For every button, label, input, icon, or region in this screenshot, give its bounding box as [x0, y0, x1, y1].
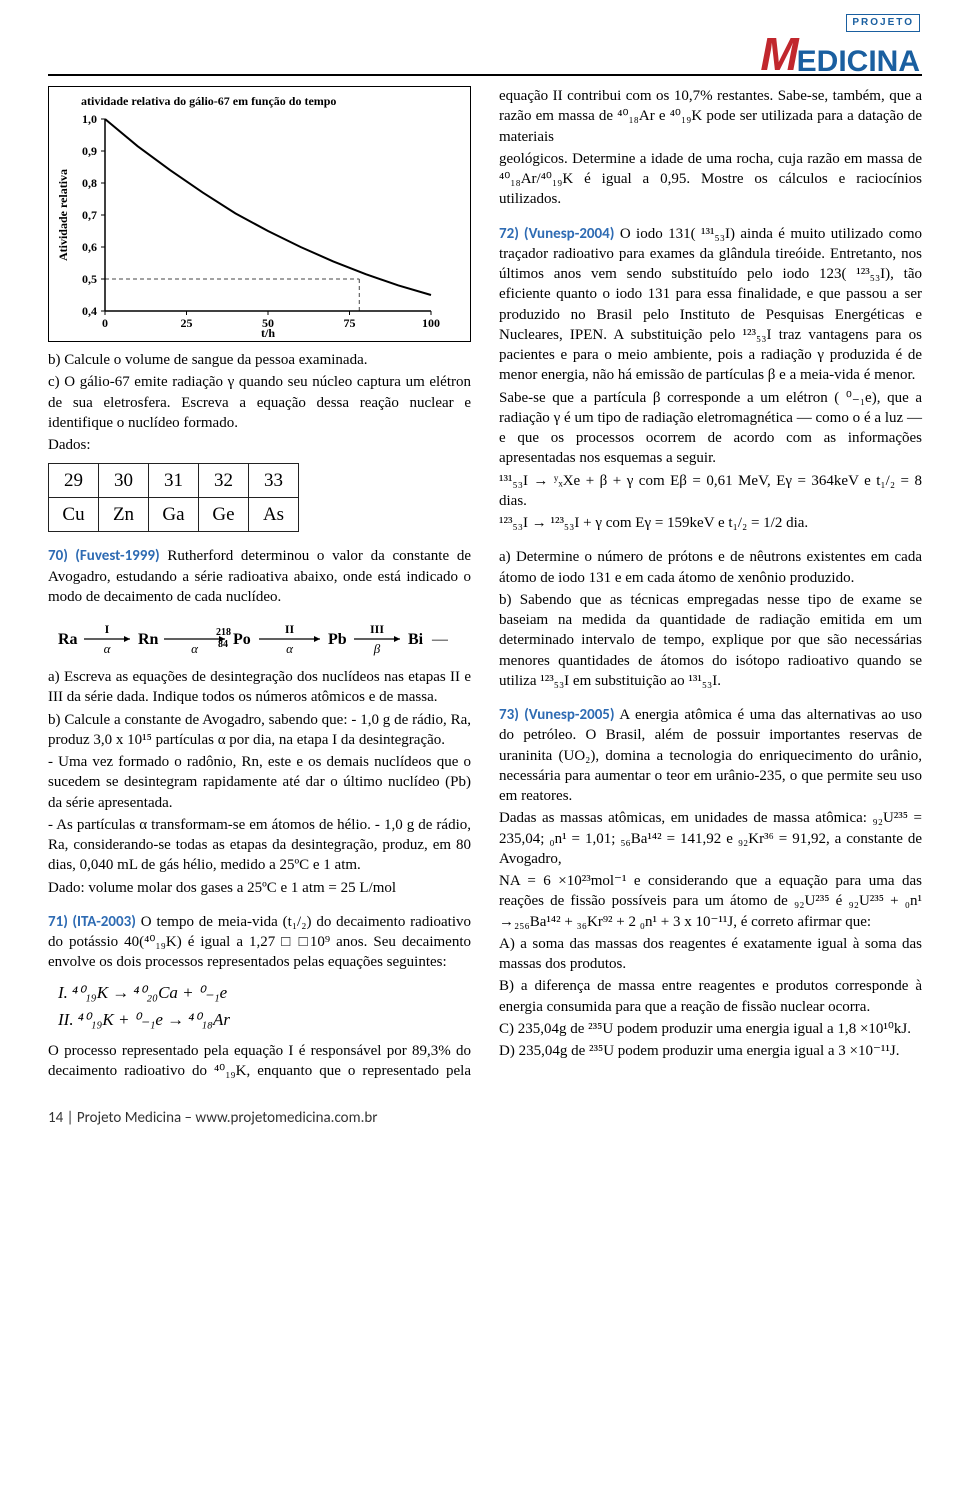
q70-tag: 70) (Fuvest-1999) — [48, 547, 160, 565]
svg-text:218: 218 — [216, 627, 231, 638]
q70-b2: - Uma vez formado o radônio, Rn, este e … — [48, 752, 471, 813]
sym-cell: As — [249, 498, 299, 532]
svg-text:25: 25 — [181, 316, 193, 330]
chart-svg: 0,40,50,60,70,80,91,00255075100t/hAtivid… — [53, 109, 443, 339]
q73: 73) (Vunesp-2005) A energia atômica é um… — [499, 705, 922, 806]
svg-text:Pb: Pb — [328, 631, 347, 648]
svg-text:I: I — [105, 622, 110, 636]
svg-text:0,4: 0,4 — [82, 304, 97, 318]
q72: 72) (Vunesp-2004) O iodo 131( ¹³¹₅₃I) ai… — [499, 224, 922, 386]
q71-cont: geológicos. Determine a idade de uma roc… — [499, 149, 922, 210]
svg-text:1,0: 1,0 — [82, 112, 97, 126]
chart-title: atividade relativa do gálio-67 em função… — [81, 93, 466, 109]
svg-text:Po: Po — [233, 631, 251, 648]
q70: 70) (Fuvest-1999) Rutherford determinou … — [48, 546, 471, 607]
q70-b3: - As partículas α transformam-se em átom… — [48, 815, 471, 876]
svg-text:α: α — [286, 641, 294, 656]
q71: 71) (ITA-2003) O tempo de meia-vida (t₁/… — [48, 912, 471, 973]
equation-block: I. ⁴⁰₁₉K → ⁴⁰₂₀Ca + ⁰₋₁e II. ⁴⁰₁₉K + ⁰₋₁… — [58, 979, 471, 1033]
svg-text:Ra: Ra — [58, 631, 78, 648]
q72-rx2: ¹²³₅₃I → ¹²³₅₃I + γ com Eγ = 159keV e t₁… — [499, 513, 922, 533]
q73-tag: 73) (Vunesp-2005) — [499, 706, 615, 724]
sym-cell: Cu — [49, 498, 99, 532]
q70-a: a) Escreva as equações de desintegração … — [48, 667, 471, 708]
decay-series-figure: RaRnPoPbBi21884IααIIαIIIβ— — [48, 613, 471, 657]
svg-text:Rn: Rn — [138, 631, 159, 648]
q73-B: B) a diferença de massa entre reagentes … — [499, 976, 922, 1017]
logo-rest: EDICINA — [797, 48, 920, 75]
equation-II: II. ⁴⁰₁₉K + ⁰₋₁e → ⁴⁰₁₈Ar — [58, 1006, 471, 1033]
svg-text:—: — — [431, 631, 448, 648]
q72-1: O iodo 131( ¹³¹₅₃I) ainda é muito utiliz… — [499, 226, 922, 384]
z-cell: 31 — [149, 464, 199, 498]
svg-text:0: 0 — [102, 316, 108, 330]
z-cell: 33 — [249, 464, 299, 498]
q73-D: D) 235,04g de ²³⁵U podem produzir uma en… — [499, 1041, 922, 1061]
page-footer: 14 | Projeto Medicina – www.projetomedic… — [48, 1108, 922, 1128]
svg-text:0,8: 0,8 — [82, 176, 97, 190]
q71-tag: 71) (ITA-2003) — [48, 913, 136, 931]
decay-svg: RaRnPoPbBi21884IααIIαIIIβ— — [48, 613, 448, 657]
svg-text:0,5: 0,5 — [82, 272, 97, 286]
sym-cell: Zn — [99, 498, 149, 532]
q73-C: C) 235,04g de ²³⁵U podem produzir uma en… — [499, 1019, 922, 1039]
logo-M: M — [760, 34, 798, 75]
q69-b: b) Calcule o volume de sangue da pessoa … — [48, 350, 471, 370]
svg-text:α: α — [191, 641, 199, 656]
q73-A: A) a soma das massas dos reagentes é exa… — [499, 934, 922, 975]
svg-text:β: β — [373, 641, 381, 656]
z-cell: 29 — [49, 464, 99, 498]
q70-b4: Dado: volume molar dos gases a 25ºC e 1 … — [48, 878, 471, 898]
brand-logo: PROJETO MEDICINA — [760, 14, 920, 75]
svg-text:III: III — [370, 622, 384, 636]
q72-2: Sabe-se que a partícula β corresponde a … — [499, 388, 922, 469]
svg-text:75: 75 — [344, 316, 356, 330]
svg-text:0,6: 0,6 — [82, 240, 97, 254]
sym-cell: Ga — [149, 498, 199, 532]
q72-tag: 72) (Vunesp-2004) — [499, 225, 614, 243]
element-table: 2930313233 CuZnGaGeAs — [48, 463, 299, 532]
svg-text:100: 100 — [422, 316, 440, 330]
z-cell: 30 — [99, 464, 149, 498]
svg-text:0,7: 0,7 — [82, 208, 97, 222]
q69-c: c) O gálio-67 emite radiação γ quando se… — [48, 372, 471, 433]
q69-dados: Dados: — [48, 435, 471, 455]
activity-chart: atividade relativa do gálio-67 em função… — [48, 86, 471, 342]
q72-rx1: ¹³¹₅₃I → ʸₓXe + β + γ com Eβ = 0,61 MeV,… — [499, 471, 922, 512]
svg-text:Bi: Bi — [408, 631, 424, 648]
z-cell: 32 — [199, 464, 249, 498]
q73-3: NA = 6 ×10²³mol⁻¹ e considerando que a e… — [499, 871, 922, 932]
svg-text:II: II — [285, 622, 295, 636]
svg-text:t/h: t/h — [261, 326, 275, 339]
equation-I: I. ⁴⁰₁₉K → ⁴⁰₂₀Ca + ⁰₋₁e — [58, 979, 471, 1006]
q70-b: b) Calcule a constante de Avogadro, sabe… — [48, 710, 471, 751]
q72-a: a) Determine o número de prótons e de nê… — [499, 547, 922, 588]
q73-2: Dadas as massas atômicas, em unidades de… — [499, 808, 922, 869]
logo-projeto: PROJETO — [846, 14, 920, 32]
q72-b: b) Sabendo que as técnicas empregadas ne… — [499, 590, 922, 691]
logo-main: MEDICINA — [760, 34, 920, 75]
svg-text:α: α — [104, 641, 112, 656]
sym-cell: Ge — [199, 498, 249, 532]
svg-text:0,9: 0,9 — [82, 144, 97, 158]
svg-text:Atividade relativa: Atividade relativa — [56, 169, 70, 261]
